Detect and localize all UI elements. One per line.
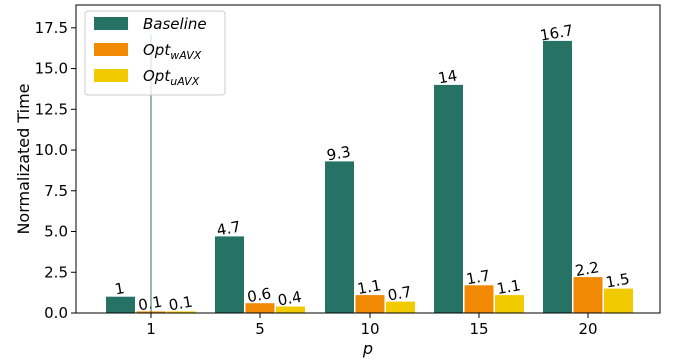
y-tick-label: 7.5 — [44, 182, 68, 200]
plot-frame — [75, 4, 661, 314]
x-axis-label: p — [362, 339, 373, 358]
legend-swatch — [94, 69, 128, 82]
y-tick-label: 12.5 — [35, 100, 68, 118]
bar-3-20 — [604, 288, 633, 313]
bars-group — [106, 40, 633, 314]
bar-2-10 — [355, 295, 385, 313]
x-axis: 1 5 10 15 20 — [146, 313, 598, 338]
x-tick-label: 1 — [146, 320, 156, 338]
data-label: 0.1 — [137, 293, 164, 315]
data-label: 1.7 — [465, 266, 492, 288]
legend-entry: Baseline — [143, 15, 207, 33]
y-axis-label: Normalizated Time — [14, 83, 33, 234]
bar-1-1 — [106, 296, 135, 313]
bar-2-5 — [245, 303, 275, 313]
data-label: 1.1 — [356, 276, 383, 298]
data-label: 2.2 — [574, 258, 601, 280]
data-label: 14 — [437, 66, 459, 87]
bar-1-20 — [543, 40, 572, 314]
y-tick-label: 5.0 — [44, 223, 68, 241]
data-label: 0.6 — [246, 284, 273, 306]
bar-3-15 — [495, 295, 524, 313]
bar-1-10 — [325, 161, 354, 313]
bar-2-20 — [573, 277, 603, 313]
y-tick-label: 15.0 — [35, 60, 68, 78]
data-label: 0.4 — [276, 288, 303, 310]
data-label: 9.3 — [325, 143, 352, 165]
data-label: 1.5 — [604, 270, 631, 292]
data-label: 0.1 — [167, 293, 194, 315]
x-tick-label: 15 — [469, 320, 488, 338]
y-tick-label: 0.0 — [44, 304, 68, 322]
data-label: 16.7 — [539, 21, 575, 45]
y-axis: 0.0 2.5 5.0 7.5 10.0 12.5 15.0 17.5 — [35, 19, 76, 322]
x-tick-label: 10 — [360, 320, 379, 338]
bar-3-1 — [167, 311, 196, 313]
data-label: 0.7 — [386, 283, 413, 305]
x-tick-label: 20 — [578, 320, 597, 338]
data-label: 1 — [113, 279, 126, 298]
bar-3-5 — [276, 306, 305, 313]
bar-1-15 — [434, 84, 463, 314]
y-tick-label: 10.0 — [35, 141, 68, 159]
y-tick-label: 17.5 — [35, 19, 68, 37]
bar-1-5 — [215, 236, 244, 313]
x-tick-label: 5 — [255, 320, 265, 338]
bar-3-10 — [386, 301, 415, 313]
bar-2-15 — [464, 285, 494, 313]
y-tick-label: 2.5 — [44, 263, 68, 281]
data-label: 1.1 — [495, 276, 522, 298]
legend-swatch — [94, 17, 128, 30]
data-label: 4.7 — [215, 218, 242, 240]
legend-swatch — [94, 43, 128, 56]
